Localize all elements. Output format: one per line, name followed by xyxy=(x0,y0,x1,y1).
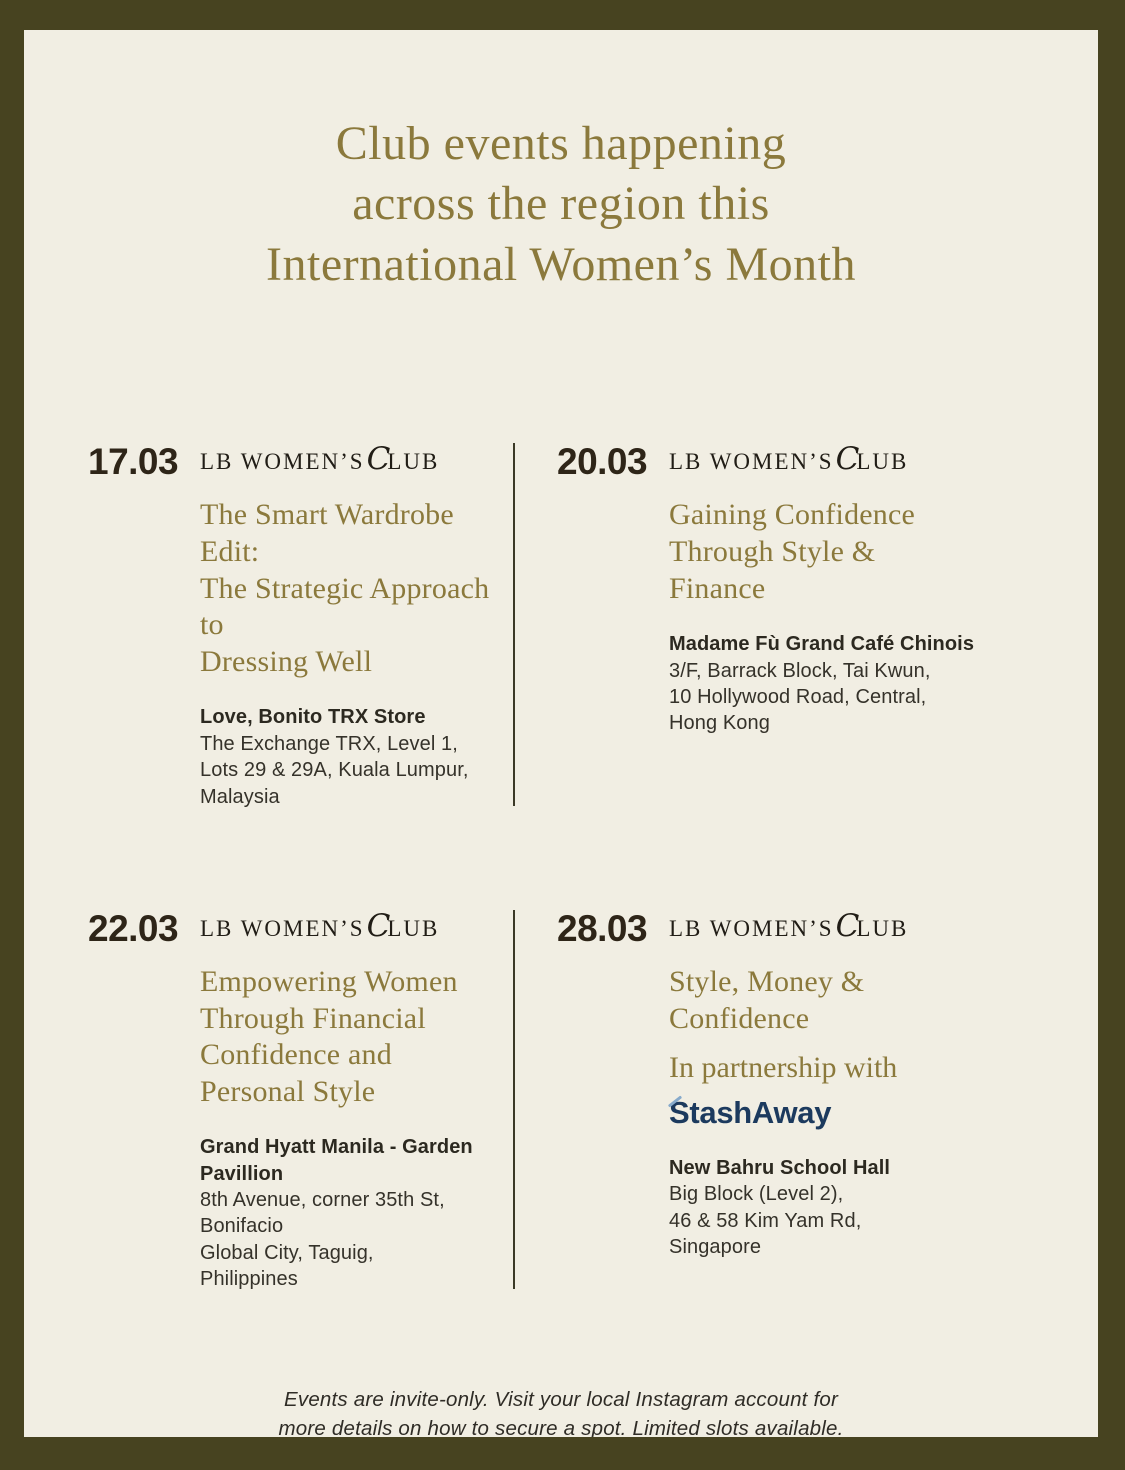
event-date: 17.03 xyxy=(88,441,179,483)
stashaway-logo-text: StashAway xyxy=(669,1094,832,1130)
logo-script-c: C xyxy=(366,441,391,478)
address-line: Malaysia xyxy=(200,785,280,808)
event-body: LB WOMEN’SCLUB The Smart Wardrobe Edit: … xyxy=(200,441,513,810)
logo-script-c: C xyxy=(366,907,391,944)
address-line: Singapore xyxy=(669,1235,762,1258)
logo-prefix: LB WOMEN’S xyxy=(200,915,365,941)
event-date: 22.03 xyxy=(88,907,179,949)
lb-womens-club-logo: LB WOMEN’SCLUB xyxy=(669,441,1098,477)
event-body: LB WOMEN’SCLUB Gaining Confidence Throug… xyxy=(669,441,1098,736)
venue-address: 8th Avenue, corner 35th St, Bonifacio Gl… xyxy=(200,1187,513,1293)
footer-line: Events are invite-only. Visit your local… xyxy=(284,1387,838,1411)
logo-suffix: LUB xyxy=(856,449,909,475)
logo-prefix: LB WOMEN’S xyxy=(669,915,834,941)
venue-address: 3/F, Barrack Block, Tai Kwun, 10 Hollywo… xyxy=(669,658,1098,737)
page-title: Club events happening across the region … xyxy=(24,114,1098,295)
logo-prefix: LB WOMEN’S xyxy=(669,449,834,475)
logo-suffix: LUB xyxy=(387,449,440,475)
footer-note: Events are invite-only. Visit your local… xyxy=(24,1385,1098,1437)
event-title: The Smart Wardrobe Edit: The Strategic A… xyxy=(200,497,513,680)
event-title-line: Confidence xyxy=(669,1001,810,1035)
event-title-line: Empowering Women xyxy=(200,964,458,998)
event-date: 28.03 xyxy=(557,907,648,949)
address-line: 10 Hollywood Road, Central, xyxy=(669,685,927,708)
address-line: Global City, Taguig, xyxy=(200,1241,374,1264)
page-title-line: across the region this xyxy=(352,177,770,231)
address-line: Philippines xyxy=(200,1268,298,1291)
address-line: 46 & 58 Kim Yam Rd, xyxy=(669,1209,862,1232)
event-title: Empowering Women Through Financial Confi… xyxy=(200,964,513,1110)
event-title-line: Dressing Well xyxy=(200,644,373,678)
logo-suffix: LUB xyxy=(856,915,909,941)
venue-name: Love, Bonito TRX Store xyxy=(200,706,426,729)
venue-name: Madame Fù Grand Café Chinois xyxy=(669,633,975,656)
event-title-line: Through Style & xyxy=(669,535,876,568)
venue-name: New Bahru School Hall xyxy=(669,1156,891,1179)
lb-womens-club-logo: LB WOMEN’SCLUB xyxy=(200,908,513,944)
address-line: 3/F, Barrack Block, Tai Kwun, xyxy=(669,659,931,682)
logo-script-c: C xyxy=(835,907,860,944)
event-title-line: Gaining Confidence xyxy=(669,498,916,532)
venue-block: Grand Hyatt Manila - Garden Pavillion 8t… xyxy=(200,1134,513,1292)
event-card-17-03: 17.03 LB WOMEN’SCLUB The Smart Wardrobe … xyxy=(24,441,513,810)
event-title-line: The Strategic Approach to xyxy=(200,571,490,642)
address-line: 8th Avenue, corner 35th St, Bonifacio xyxy=(200,1189,445,1238)
event-body: LB WOMEN’SCLUB Style, Money & Confidence… xyxy=(667,908,1098,1261)
venue-address: Big Block (Level 2), 46 & 58 Kim Yam Rd,… xyxy=(669,1181,1098,1260)
event-title: Style, Money & Confidence xyxy=(669,964,1098,1037)
venue-name: Grand Hyatt Manila - Garden Pavillion xyxy=(200,1136,473,1185)
venue-block: New Bahru School Hall Big Block (Level 2… xyxy=(669,1155,1098,1261)
event-card-28-03: 28.03 LB WOMEN’SCLUB Style, Money & Conf… xyxy=(515,908,1098,1293)
venue-address: The Exchange TRX, Level 1, Lots 29 & 29A… xyxy=(200,731,513,810)
partnership-text: In partnership with xyxy=(669,1051,898,1085)
event-body: LB WOMEN’SCLUB Empowering Women Through … xyxy=(200,908,513,1293)
logo-suffix: LUB xyxy=(387,915,440,941)
logo-script-c: C xyxy=(835,441,860,478)
address-line: Lots 29 & 29A, Kuala Lumpur, xyxy=(200,759,469,782)
venue-block: Madame Fù Grand Café Chinois 3/F, Barrac… xyxy=(669,631,1098,737)
lb-womens-club-logo: LB WOMEN’SCLUB xyxy=(669,908,1098,944)
address-line: Big Block (Level 2), xyxy=(669,1183,844,1206)
event-title-line: The Smart Wardrobe Edit: xyxy=(200,498,454,568)
event-title-line: Through Financial xyxy=(200,1001,426,1035)
page-title-line: International Women’s Month xyxy=(266,237,856,291)
lb-womens-club-logo: LB WOMEN’SCLUB xyxy=(200,441,513,477)
event-title-line: Style, Money & xyxy=(669,964,865,998)
footer-line: more details on how to secure a spot. Li… xyxy=(278,1416,844,1437)
poster-background: Club events happening across the region … xyxy=(24,30,1098,1437)
address-line: Hong Kong xyxy=(669,712,770,735)
stashaway-logo: StashAway xyxy=(667,1094,832,1131)
event-title-line: Finance xyxy=(669,571,766,605)
logo-prefix: LB WOMEN’S xyxy=(200,449,365,475)
event-title: Gaining Confidence Through Style & Finan… xyxy=(669,497,1098,607)
events-grid: 17.03 LB WOMEN’SCLUB The Smart Wardrobe … xyxy=(24,441,1098,1292)
page-title-line: Club events happening xyxy=(335,117,787,170)
event-card-20-03: 20.03 LB WOMEN’SCLUB Gaining Confidence … xyxy=(515,441,1098,810)
column-divider xyxy=(513,443,515,806)
event-date: 20.03 xyxy=(557,441,648,483)
event-title-line: Personal Style xyxy=(200,1074,376,1108)
address-line: The Exchange TRX, Level 1, xyxy=(200,732,458,755)
venue-block: Love, Bonito TRX Store The Exchange TRX,… xyxy=(200,704,513,810)
event-title-line: Confidence and xyxy=(200,1038,392,1072)
column-divider xyxy=(513,909,515,1289)
event-card-22-03: 22.03 LB WOMEN’SCLUB Empowering Women Th… xyxy=(24,908,513,1293)
